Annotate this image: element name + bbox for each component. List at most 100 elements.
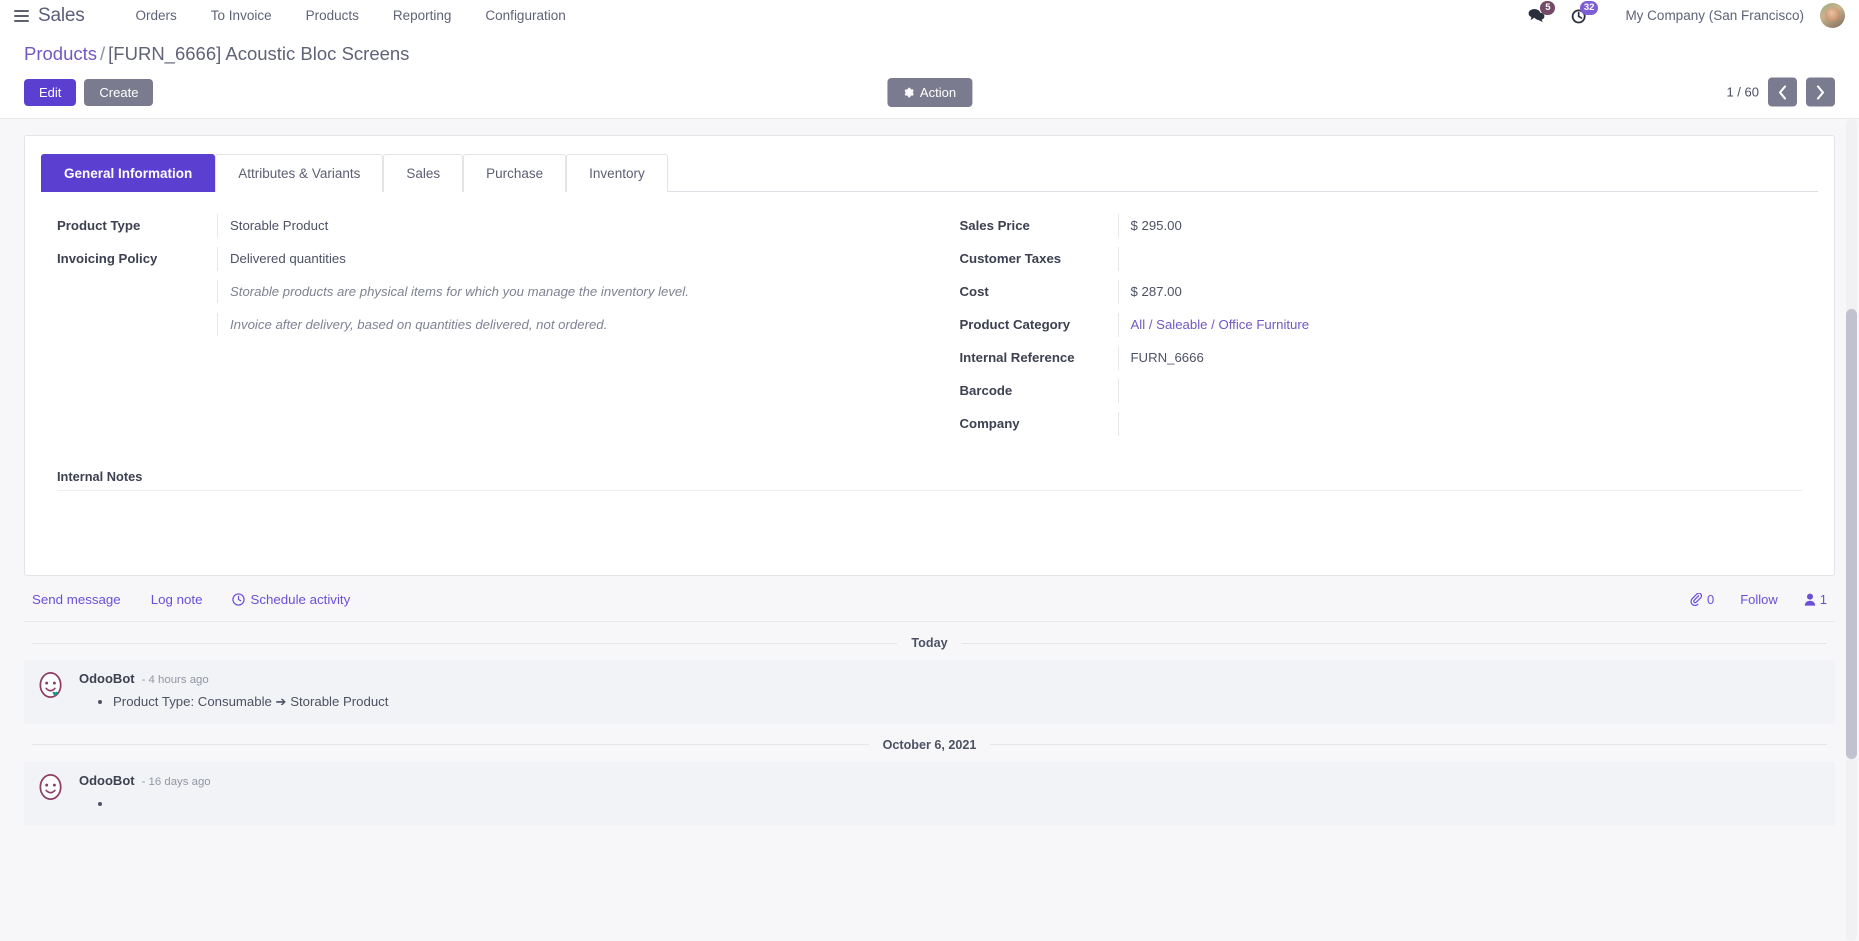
field-invoicing-policy-value[interactable]: Delivered quantities xyxy=(217,247,930,271)
field-internal-reference: Internal Reference FURN_6666 xyxy=(960,346,1803,374)
date-separator: Today xyxy=(24,622,1835,660)
message-line xyxy=(113,794,1823,814)
field-customer-taxes-value[interactable] xyxy=(1117,247,1803,271)
message-header: OdooBot - 16 days ago xyxy=(79,773,1823,788)
chatter: Send message Log note Schedule activity … xyxy=(0,576,1859,826)
clock-icon xyxy=(1572,8,1587,23)
field-product-category-value: All / Saleable / Office Furniture xyxy=(1117,313,1803,337)
message-author: OdooBot xyxy=(79,671,135,686)
field-invoicing-policy-label: Invoicing Policy xyxy=(57,251,158,266)
schedule-activity-button[interactable]: Schedule activity xyxy=(232,592,350,607)
message-content: Product Type: Consumable ➔ Storable Prod… xyxy=(113,692,1823,712)
field-product-category-label: Product Category xyxy=(959,317,1071,332)
date-separator-label: Today xyxy=(911,636,948,650)
menu-item-orders[interactable]: Orders xyxy=(135,8,177,23)
date-separator: October 6, 2021 xyxy=(24,724,1835,762)
followers-count: 1 xyxy=(1819,592,1827,607)
field-sales-price-value[interactable]: $ 295.00 xyxy=(1117,214,1803,238)
separator-line xyxy=(961,642,1827,644)
scrollbar-thumb[interactable] xyxy=(1846,309,1857,759)
paperclip-icon xyxy=(1690,593,1703,606)
help-product-type: Storable products are physical items for… xyxy=(217,280,930,303)
date-separator-label: October 6, 2021 xyxy=(882,737,977,752)
top-navbar: Sales Orders To Invoice Products Reporti… xyxy=(0,0,1859,31)
control-panel: Products / [FURN_6666] Acoustic Bloc Scree… xyxy=(0,31,1859,119)
help-invoicing-policy: Invoice after delivery, based on quantit… xyxy=(217,313,930,336)
followers-button[interactable]: 1 xyxy=(1804,592,1827,607)
field-sales-price: Sales Price $ 295.00 xyxy=(960,214,1803,242)
user-icon xyxy=(1804,593,1815,606)
send-message-button[interactable]: Send message xyxy=(32,592,121,607)
form-grid: Product Type Storable Product Invoicing … xyxy=(41,214,1818,445)
message-timestamp: - 16 days ago xyxy=(141,775,211,788)
menu-item-reporting[interactable]: Reporting xyxy=(392,8,452,23)
pager: 1 / 60 xyxy=(1726,77,1835,107)
edit-button[interactable]: Edit xyxy=(24,78,77,106)
action-button[interactable]: Action xyxy=(886,77,973,107)
form-column-left: Product Type Storable Product Invoicing … xyxy=(57,214,930,445)
separator-line xyxy=(990,744,1827,746)
pager-value: 1 / 60 xyxy=(1726,84,1759,100)
field-cost-label: Cost xyxy=(959,284,989,299)
breadcrumb-products-link[interactable]: Products xyxy=(24,43,98,64)
odoobot-avatar xyxy=(36,670,67,701)
tab-sales[interactable]: Sales xyxy=(383,154,464,192)
message-body: OdooBot - 4 hours ago Product Type: Cons… xyxy=(79,670,1823,712)
message-timestamp: - 4 hours ago xyxy=(141,674,209,686)
pager-next-button[interactable] xyxy=(1806,77,1835,107)
field-product-category: Product Category All / Saleable / Office… xyxy=(960,313,1803,341)
field-cost: Cost $ 287.00 xyxy=(960,280,1803,308)
product-form-sheet: General Information Attributes & Variant… xyxy=(24,135,1835,576)
create-button[interactable]: Create xyxy=(84,78,154,106)
internal-notes-section: Internal Notes xyxy=(41,445,1818,555)
help-invoicing-row: Invoice after delivery, based on quantit… xyxy=(57,313,930,341)
breadcrumb-separator: / xyxy=(100,43,106,64)
message-item: OdooBot - 4 hours ago Product Type: Cons… xyxy=(24,660,1835,724)
menu-item-products[interactable]: Products xyxy=(305,8,359,23)
form-tabs: General Information Attributes & Variant… xyxy=(41,154,1818,192)
tab-general-information[interactable]: General Information xyxy=(41,154,216,192)
field-company-value[interactable] xyxy=(1117,412,1803,436)
field-barcode-value[interactable] xyxy=(1117,379,1803,403)
vertical-scrollbar[interactable] xyxy=(1846,119,1857,941)
content-area: General Information Attributes & Variant… xyxy=(0,119,1859,941)
app-brand[interactable]: Sales xyxy=(38,4,85,26)
user-avatar[interactable] xyxy=(1820,3,1845,28)
message-content xyxy=(113,794,1823,814)
tab-purchase[interactable]: Purchase xyxy=(463,154,567,192)
clock-icon xyxy=(232,593,246,606)
tab-inventory[interactable]: Inventory xyxy=(566,154,668,192)
hamburger-icon[interactable] xyxy=(10,5,32,27)
menu-item-to-invoice[interactable]: To Invoice xyxy=(210,8,272,23)
internal-notes-input[interactable] xyxy=(57,491,1802,555)
control-panel-buttons: Edit Create Action 1 / 60 xyxy=(24,76,1835,108)
odoobot-avatar xyxy=(36,772,67,803)
follow-button[interactable]: Follow xyxy=(1740,592,1778,607)
menu-item-configuration[interactable]: Configuration xyxy=(485,8,566,23)
field-product-type-value[interactable]: Storable Product xyxy=(217,214,930,238)
main-menu: Orders To Invoice Products Reporting Con… xyxy=(119,3,583,28)
field-company: Company xyxy=(960,412,1803,440)
field-internal-reference-value[interactable]: FURN_6666 xyxy=(1117,346,1803,370)
chatter-toolbar: Send message Log note Schedule activity … xyxy=(24,576,1835,622)
chevron-left-icon xyxy=(1778,85,1787,99)
message-line: Product Type: Consumable ➔ Storable Prod… xyxy=(113,692,1823,712)
activities-button[interactable]: 32 xyxy=(1558,0,1601,31)
attachments-button[interactable]: 0 xyxy=(1690,592,1714,607)
tab-attributes-variants[interactable]: Attributes & Variants xyxy=(215,154,384,192)
attachments-count: 0 xyxy=(1706,592,1715,607)
field-cost-value[interactable]: $ 287.00 xyxy=(1117,280,1803,304)
gear-icon xyxy=(904,87,914,97)
product-category-link[interactable]: All / Saleable / Office Furniture xyxy=(1130,317,1310,332)
chatter-stats: 0 Follow 1 xyxy=(1690,592,1827,607)
separator-line xyxy=(32,744,869,746)
company-switcher[interactable]: My Company (San Francisco) xyxy=(1625,8,1804,23)
navbar-systray: 5 32 My Company (San Francisco) xyxy=(1515,0,1845,31)
field-customer-taxes-label: Customer Taxes xyxy=(959,251,1062,266)
chat-bubble-icon xyxy=(1529,9,1545,23)
pager-previous-button[interactable] xyxy=(1768,77,1797,107)
messages-button[interactable]: 5 xyxy=(1515,0,1558,31)
log-note-button[interactable]: Log note xyxy=(150,592,203,607)
odoobot-avatar-icon xyxy=(39,672,62,698)
chevron-right-icon xyxy=(1816,85,1825,99)
